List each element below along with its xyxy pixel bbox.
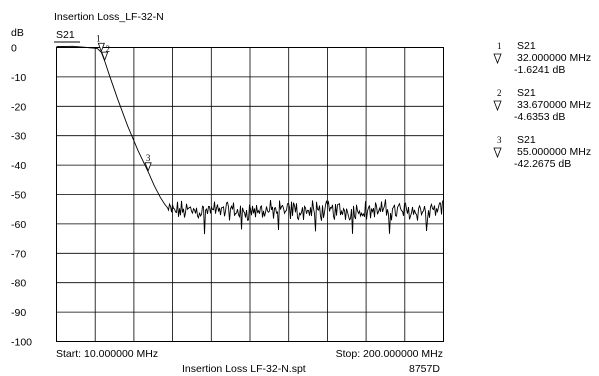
chart-title: Insertion Loss_LF-32-N — [54, 11, 164, 23]
y-tick-label: -60 — [11, 219, 26, 231]
marker-1-triangle — [97, 42, 105, 53]
marker-3-triangle — [144, 162, 152, 172]
trace-group — [56, 45, 443, 235]
y-tick-label: -70 — [11, 248, 26, 260]
y-tick-label: -90 — [11, 307, 26, 319]
grid — [56, 47, 444, 342]
footer-model: 8757D — [409, 363, 440, 375]
marker-1-number: 1 — [96, 33, 101, 43]
y-tick-label: -30 — [11, 131, 26, 143]
y-tick-label: 0 — [11, 43, 17, 55]
legend-marker-2-series: S21 — [517, 87, 536, 99]
footer-file-name: Insertion Loss LF-32-N.spt — [182, 363, 306, 375]
s21-trace-line — [56, 45, 443, 235]
series-label: S21 — [56, 29, 75, 41]
marker-3-number: 3 — [146, 153, 151, 163]
y-tick-label: -100 — [11, 337, 32, 349]
legend-marker-2-number: 2 — [497, 88, 502, 98]
y-tick-label: -20 — [11, 101, 26, 113]
stop-frequency-label: Stop: 200.000000 MHz — [336, 348, 443, 360]
y-tick-label: -40 — [11, 160, 26, 172]
y-axis-unit-label: dB — [11, 27, 24, 39]
legend-marker-1-value: -1.6241 dB — [514, 64, 565, 76]
legend-marker-1-series: S21 — [517, 40, 536, 52]
legend-marker-1-number: 1 — [497, 41, 502, 51]
y-tick-label: -80 — [11, 278, 26, 290]
y-tick-label: -10 — [11, 72, 26, 84]
legend-marker-3-series: S21 — [517, 134, 536, 146]
start-frequency-label: Start: 10.000000 MHz — [56, 348, 158, 360]
legend-marker-3-icon — [493, 147, 502, 159]
legend-marker-2-value: -4.6353 dB — [514, 111, 565, 123]
legend-marker-1-frequency: 32.000000 MHz — [517, 52, 591, 64]
marker-group: 12 3 — [96, 33, 152, 172]
legend-marker-2-icon — [493, 100, 502, 112]
marker-2-triangle — [101, 51, 109, 62]
legend-marker-1-icon — [493, 53, 502, 65]
marker-2-number: 2 — [105, 44, 110, 54]
legend-marker-3-value: -42.2675 dB — [514, 158, 571, 170]
legend-marker-3-frequency: 55.000000 MHz — [517, 146, 591, 158]
y-tick-labels: 0 -10 -20 -30 -40 -50 -60 -70 -80 -90 -100 — [11, 43, 32, 349]
legend-marker-2-frequency: 33.670000 MHz — [517, 99, 591, 111]
y-tick-label: -50 — [11, 190, 26, 202]
legend-marker-3-number: 3 — [497, 135, 502, 145]
